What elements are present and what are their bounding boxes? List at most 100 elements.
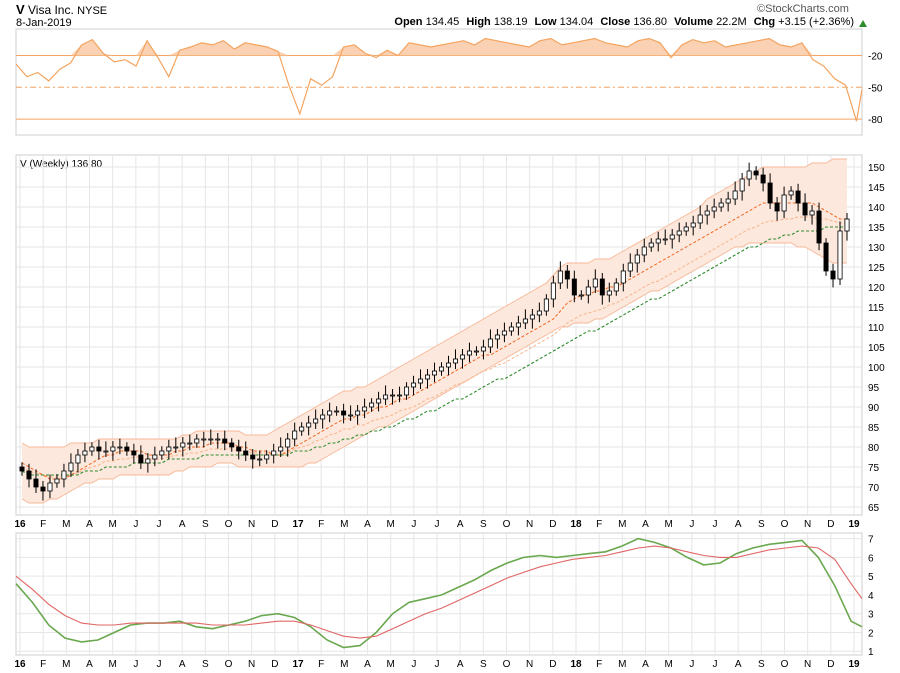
price-x-tick-label: 17 [292,519,304,530]
candle-body [131,450,137,456]
lower-y-tick-label: 4 [868,591,874,602]
price-y-tick-label: 75 [868,463,880,474]
price-x-tick-label: F [318,519,324,530]
lower-x-tick-label: O [781,659,789,670]
candle-body [201,438,207,441]
candle-body [208,438,214,441]
lower-y-tick-label: 7 [868,535,874,546]
lower-x-tick-label: S [202,659,209,670]
upper-panel-frame [15,28,863,136]
price-y-tick-label: 145 [868,183,885,194]
lower-x-tick-label: M [340,659,348,670]
price-x-tick-label: N [248,519,255,530]
candle-body [669,234,675,240]
candle-body [369,402,375,408]
upper-indicator-line [15,37,863,122]
candle-body [676,230,682,236]
candle-body [117,446,123,449]
candle-body [299,426,305,432]
candle-body [313,418,319,424]
price-x-tick-label: A [179,519,186,530]
price-y-tick-label: 110 [868,323,884,334]
lower-x-tick-label: N [804,659,811,670]
lower-x-tick-label: N [248,659,255,670]
lower-x-tick-label: M [386,659,394,670]
price-x-tick-label: M [664,519,672,530]
candle-body [341,410,347,416]
candle-body [718,202,724,208]
candle-body [830,270,836,280]
brand-label[interactable]: ©StockCharts.com [757,3,849,15]
candle-body [355,410,361,416]
lower-x-tick-label: O [503,659,511,670]
overbought-fill [16,38,862,56]
price-x-tick-label: A [735,519,742,530]
lower-x-tick-label: A [364,659,371,670]
candle-body [585,286,591,296]
candle-body [760,174,766,184]
candle-body [753,170,759,176]
lower-x-tick-label: 18 [570,659,582,670]
candle-body [571,278,577,296]
candle-body [655,238,661,244]
price-x-tick-label: 19 [848,519,860,530]
candle-body [592,278,598,288]
candle-body [397,394,403,397]
lower-indicator-panel: 1 2 3 4 5 6 7 [15,532,874,658]
quote-summary: Open 134.45 High 138.19 Low 134.04 Close… [394,16,854,28]
price-y-tick-label: 130 [868,243,885,254]
price-y-tick-label: 100 [868,363,885,374]
candle-body [522,318,528,324]
lower-x-tick-label: D [549,659,556,670]
lower-x-tick-label: 16 [14,659,26,670]
price-x-tick-label: F [40,519,46,530]
company-name: Visa Inc. [28,3,74,17]
candle-body [159,450,165,456]
lower-x-tick-label: 17 [292,659,304,670]
lower-x-tick-label: M [618,659,626,670]
price-x-axis: 16 F M A M J J A S O N D 17 F M A M J J A S O N D 18 F M A M J J A S O N D 1… [14,519,860,530]
candle-body [432,370,438,376]
lower-x-tick-label: A [735,659,742,670]
candle-body [564,270,570,280]
candle-body [306,422,312,428]
chg-value: +3.15 (+2.36%) [778,16,854,28]
lower-x-tick-label: J [157,659,162,670]
price-x-tick-label: O [781,519,789,530]
candle-body [271,450,277,456]
candle-body [425,374,431,380]
candle-body [473,350,479,353]
candle-body [494,334,500,340]
candle-body [802,202,808,216]
lower-x-tick-label: F [596,659,602,670]
price-x-tick-label: J [713,519,718,530]
candle-body [110,446,116,452]
lower-x-tick-label: A [457,659,464,670]
lower-x-tick-label: J [133,659,138,670]
red-signal-line [15,545,863,639]
candle-body [166,446,172,452]
candle-body [334,410,340,413]
candle-body [697,214,703,224]
close-value: 136.80 [633,16,668,28]
lower-x-tick-label: A [642,659,649,670]
lower-x-tick-label: J [713,659,718,670]
candle-body [103,450,109,453]
price-x-tick-label: A [457,519,464,530]
candle-body [236,446,242,452]
candle-body [634,254,640,264]
price-y-tick-label: 80 [868,443,880,454]
candle-body [194,438,200,444]
candle-body [411,382,417,388]
price-y-tick-label: 85 [868,423,880,434]
candle-body [809,210,815,216]
candle-body [75,454,81,464]
price-x-tick-label: D [827,519,834,530]
price-x-tick-label: A [86,519,93,530]
candle-body [40,486,46,492]
candle-body [459,354,465,360]
price-y-tick-label: 105 [868,343,885,354]
volume-value: 22.2M [716,16,747,28]
price-x-tick-label: N [804,519,811,530]
price-panel: V (Weekly) 136.80 65 70 75 80 85 90 95 100 105 11… [15,154,885,516]
